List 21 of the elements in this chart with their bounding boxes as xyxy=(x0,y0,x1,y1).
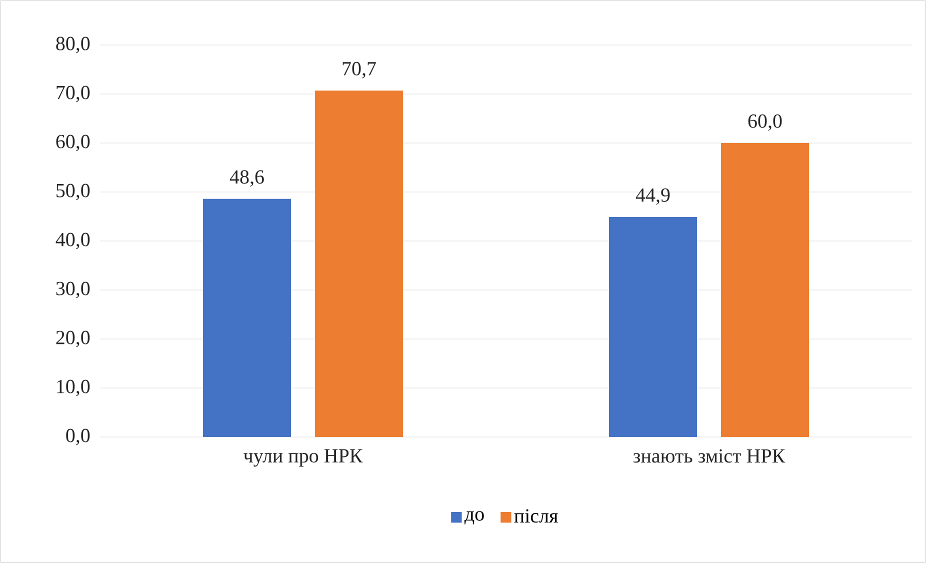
y-tick-label: 50,0 xyxy=(56,184,90,200)
bar xyxy=(609,216,697,437)
y-tick-label: 60,0 xyxy=(56,134,90,152)
bar xyxy=(203,198,292,437)
y-tick-label: 0,0 xyxy=(66,428,90,446)
x-tick-label: знають зміст НРК xyxy=(633,449,786,463)
y-tick-label: 80,0 xyxy=(56,36,90,54)
y-tick-label: 70,0 xyxy=(56,86,90,102)
y-tick-label: 10,0 xyxy=(57,380,90,396)
x-tick-label: чули про НРК xyxy=(244,449,363,467)
y-tick-label: 20,0 xyxy=(56,330,90,348)
data-label: 48,6 xyxy=(230,170,264,187)
data-label: 60,0 xyxy=(748,114,782,131)
y-tick-label: 30,0 xyxy=(56,282,90,298)
legend-label: після xyxy=(514,509,558,523)
bar xyxy=(315,90,404,437)
data-label: 44,9 xyxy=(636,188,670,205)
y-tick-label: 40,0 xyxy=(56,232,90,250)
legend-label: до xyxy=(464,511,484,524)
data-label: 70,7 xyxy=(342,62,376,78)
bar xyxy=(720,142,809,437)
